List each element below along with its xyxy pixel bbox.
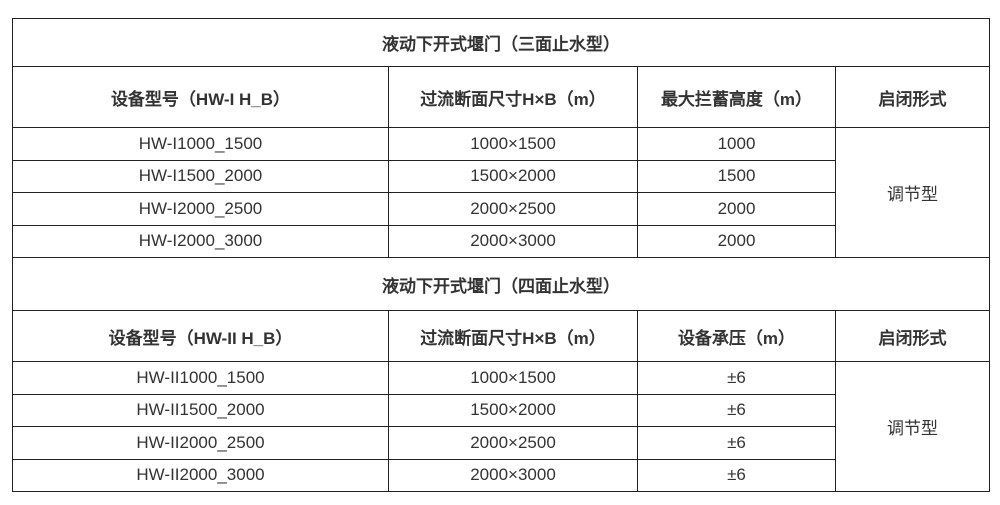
- value-cell: 2000: [637, 224, 836, 258]
- header-section-size: 过流断面尺寸H×B（m）: [388, 66, 638, 128]
- table-row: HW-II2000_3000 2000×3000 ±6: [12, 458, 990, 492]
- model-cell: HW-I2000_2500: [12, 192, 389, 226]
- spec-table: 液动下开式堰门（三面止水型） 设备型号（HW-I H_B） 过流断面尺寸H×B（m）…: [12, 18, 990, 492]
- header-value: 设备承压（m）: [637, 310, 836, 362]
- table-row: HW-I1500_2000 1500×2000 1500: [12, 159, 990, 193]
- section-size-cell: 2000×2500: [388, 192, 638, 226]
- model-cell: HW-II1000_1500: [12, 361, 389, 395]
- value-cell: 2000: [637, 192, 836, 226]
- table-row: HW-II2000_2500 2000×2500 ±6: [12, 426, 990, 460]
- section-title-row: 液动下开式堰门（四面止水型）: [12, 257, 990, 311]
- section-title: 液动下开式堰门（三面止水型）: [12, 18, 990, 67]
- model-cell: HW-II2000_2500: [12, 426, 389, 460]
- section-size-cell: 2000×2500: [388, 426, 638, 460]
- model-cell: HW-II2000_3000: [12, 458, 389, 492]
- table-row: HW-II1000_1500 1000×1500 ±6 调节型: [12, 361, 990, 492]
- model-cell: HW-I2000_3000: [12, 224, 389, 258]
- header-model: 设备型号（HW-II H_B）: [12, 310, 389, 362]
- value-cell: 1000: [637, 127, 836, 161]
- mode-cell: 调节型: [835, 127, 990, 258]
- section-size-cell: 1000×1500: [388, 361, 638, 395]
- model-cell: HW-I1500_2000: [12, 159, 389, 193]
- section-title-row: 液动下开式堰门（三面止水型）: [12, 18, 990, 67]
- header-model: 设备型号（HW-I H_B）: [12, 66, 389, 128]
- model-cell: HW-II1500_2000: [12, 393, 389, 427]
- header-value: 最大拦蓄高度（m）: [637, 66, 836, 128]
- value-cell: ±6: [637, 361, 836, 395]
- section-size-cell: 2000×3000: [388, 224, 638, 258]
- section-title: 液动下开式堰门（四面止水型）: [12, 257, 990, 311]
- section-size-cell: 1000×1500: [388, 127, 638, 161]
- value-cell: 1500: [637, 159, 836, 193]
- section-size-cell: 1500×2000: [388, 393, 638, 427]
- header-mode: 启闭形式: [835, 310, 990, 362]
- mode-cell: 调节型: [835, 361, 990, 492]
- section-size-cell: 1500×2000: [388, 159, 638, 193]
- table-row: HW-I2000_3000 2000×3000 2000: [12, 224, 990, 258]
- value-cell: ±6: [637, 458, 836, 492]
- model-cell: HW-I1000_1500: [12, 127, 389, 161]
- value-cell: ±6: [637, 426, 836, 460]
- table-row: HW-I2000_2500 2000×2500 2000: [12, 192, 990, 226]
- header-section-size: 过流断面尺寸H×B（m）: [388, 310, 638, 362]
- header-row: 设备型号（HW-II H_B） 过流断面尺寸H×B（m） 设备承压（m） 启闭形式: [12, 310, 990, 362]
- table-row: HW-I1000_1500 1000×1500 1000 调节型: [12, 127, 990, 258]
- value-cell: ±6: [637, 393, 836, 427]
- table-row: HW-II1500_2000 1500×2000 ±6: [12, 393, 990, 427]
- header-row: 设备型号（HW-I H_B） 过流断面尺寸H×B（m） 最大拦蓄高度（m） 启闭形式: [12, 66, 990, 128]
- section-size-cell: 2000×3000: [388, 458, 638, 492]
- header-mode: 启闭形式: [835, 66, 990, 128]
